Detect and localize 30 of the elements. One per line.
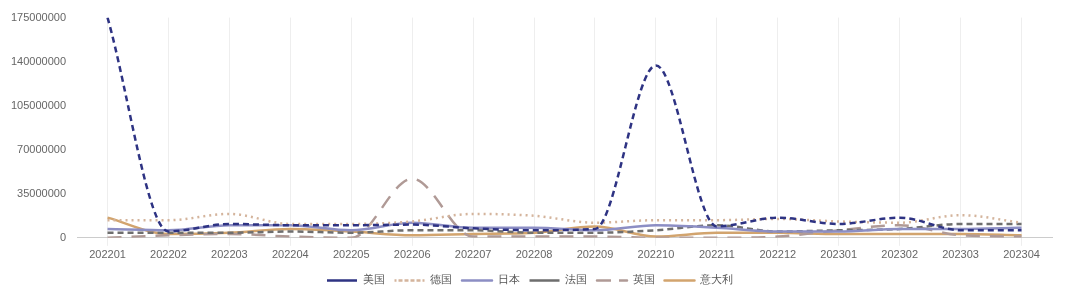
- x-tick-label: 202304: [1003, 248, 1040, 261]
- legend-label: 英国: [632, 273, 655, 287]
- legend-label: 意大利: [699, 273, 733, 287]
- x-tick-label: 202212: [759, 248, 797, 261]
- legend-label: 德国: [430, 273, 452, 287]
- x-tick-label: 202201: [89, 248, 126, 261]
- y-tick-label: 105000000: [11, 98, 67, 111]
- x-tick-label: 202210: [637, 248, 675, 261]
- y-tick-label: 0: [59, 230, 67, 243]
- x-tick-label: 202303: [942, 248, 979, 261]
- x-tick-label: 202203: [211, 248, 248, 261]
- legend-label: 美国: [362, 273, 385, 287]
- x-tick-label: 202207: [454, 248, 492, 261]
- x-tick-label: 202209: [576, 248, 614, 261]
- line-series: [106, 177, 1023, 238]
- x-tick-label: 202208: [515, 248, 553, 261]
- y-tick-label: 175000000: [11, 10, 67, 23]
- y-tick-label: 35000000: [17, 186, 67, 199]
- x-tick-label: 202204: [271, 248, 309, 261]
- x-tick-label: 202301: [820, 248, 858, 261]
- y-tick-label: 70000000: [17, 142, 67, 155]
- x-tick-label: 202202: [150, 248, 187, 261]
- x-tick-label: 202211: [698, 248, 735, 261]
- legend-label: 法国: [565, 273, 587, 287]
- line-series: [106, 17, 1023, 233]
- x-tick-label: 202205: [332, 248, 370, 261]
- legend-label: 日本: [497, 273, 520, 287]
- x-tick-label: 202302: [881, 248, 919, 261]
- x-tick-label: 202206: [393, 248, 431, 261]
- y-tick-label: 140000000: [11, 54, 67, 67]
